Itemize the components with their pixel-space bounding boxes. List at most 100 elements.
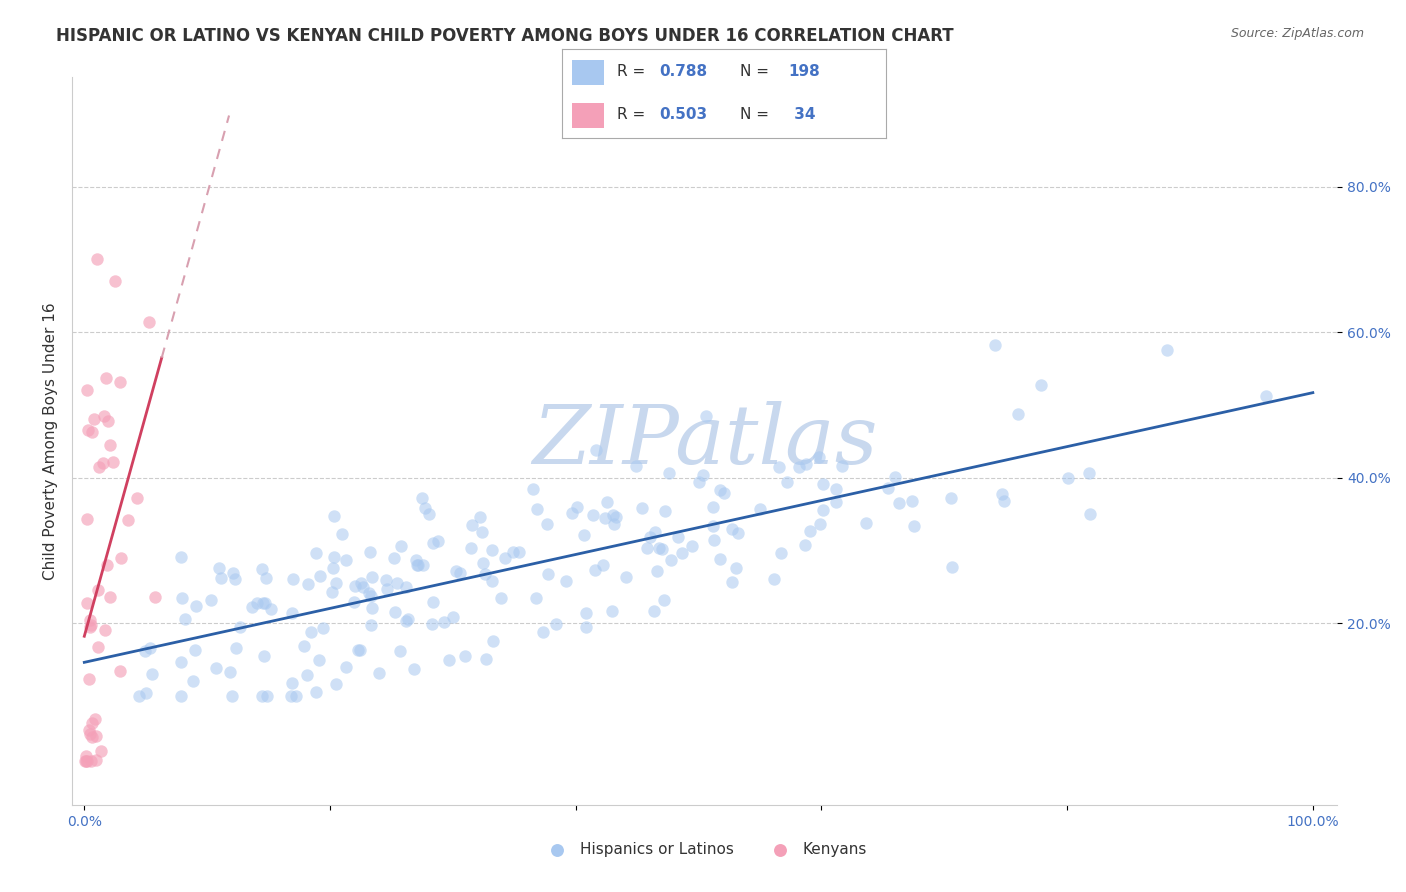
Point bbox=[90, 744, 112, 758]
Point bbox=[643, 604, 665, 618]
Point bbox=[76, 384, 98, 398]
Y-axis label: Child Poverty Among Boys Under 16: Child Poverty Among Boys Under 16 bbox=[44, 302, 58, 580]
Point bbox=[437, 653, 460, 667]
Point bbox=[787, 460, 810, 475]
Point bbox=[135, 686, 157, 700]
Point bbox=[141, 666, 163, 681]
Point bbox=[134, 644, 156, 658]
Point bbox=[405, 552, 427, 566]
Point bbox=[638, 530, 661, 544]
Point bbox=[404, 662, 426, 676]
Point bbox=[385, 576, 408, 591]
Point bbox=[422, 595, 444, 609]
Point bbox=[524, 591, 547, 605]
Point bbox=[630, 501, 652, 516]
Point bbox=[256, 689, 278, 703]
Point bbox=[221, 689, 243, 703]
Point bbox=[93, 409, 115, 423]
Point bbox=[128, 689, 150, 703]
Point bbox=[252, 562, 274, 576]
Point bbox=[420, 616, 443, 631]
Point bbox=[396, 612, 419, 626]
Point bbox=[375, 582, 398, 597]
Point bbox=[794, 457, 817, 471]
Point bbox=[666, 530, 689, 544]
Point bbox=[583, 563, 606, 577]
Point bbox=[86, 252, 108, 267]
Point bbox=[181, 673, 204, 688]
Point bbox=[600, 603, 623, 617]
Point bbox=[537, 566, 560, 581]
Point bbox=[831, 459, 853, 474]
Point bbox=[79, 727, 101, 741]
Point bbox=[79, 723, 101, 737]
Point bbox=[104, 274, 127, 288]
Point bbox=[225, 640, 247, 655]
Point bbox=[1156, 343, 1178, 357]
Point bbox=[281, 607, 304, 621]
Point bbox=[575, 620, 598, 634]
Point bbox=[76, 596, 98, 610]
Point bbox=[671, 545, 693, 559]
Point bbox=[654, 592, 676, 607]
Point bbox=[219, 665, 242, 679]
Point bbox=[825, 495, 848, 509]
Point bbox=[389, 539, 412, 553]
Point bbox=[79, 613, 101, 627]
Point bbox=[824, 482, 846, 496]
Point bbox=[322, 549, 344, 564]
Point bbox=[813, 476, 835, 491]
Text: N =: N = bbox=[741, 64, 775, 78]
Point bbox=[127, 491, 149, 506]
Point bbox=[359, 545, 381, 559]
Point bbox=[522, 482, 544, 496]
Point bbox=[98, 438, 121, 452]
Point bbox=[713, 486, 735, 500]
Point bbox=[887, 496, 910, 510]
Point bbox=[877, 481, 900, 495]
Point bbox=[941, 560, 963, 574]
Point bbox=[454, 649, 477, 664]
Point bbox=[508, 545, 530, 559]
Point bbox=[222, 566, 245, 581]
Point bbox=[76, 511, 98, 525]
Point bbox=[1078, 508, 1101, 522]
Point bbox=[98, 590, 121, 604]
Point bbox=[359, 585, 381, 599]
Point bbox=[75, 748, 97, 763]
Point bbox=[395, 614, 418, 628]
Point bbox=[80, 425, 103, 439]
Point bbox=[575, 606, 598, 620]
Point bbox=[574, 528, 596, 542]
Point bbox=[344, 579, 367, 593]
Point bbox=[1029, 377, 1052, 392]
Point bbox=[593, 511, 616, 525]
Point bbox=[361, 600, 384, 615]
Point bbox=[651, 542, 673, 557]
Point bbox=[382, 551, 405, 566]
Point bbox=[360, 617, 382, 632]
Point bbox=[117, 512, 139, 526]
Point bbox=[108, 665, 131, 679]
Point bbox=[87, 640, 110, 655]
Point bbox=[406, 558, 429, 573]
Point bbox=[695, 409, 717, 424]
Point bbox=[605, 509, 627, 524]
Point bbox=[1007, 407, 1029, 421]
Point bbox=[769, 546, 792, 560]
Point bbox=[280, 689, 302, 703]
Point bbox=[475, 652, 498, 666]
Point bbox=[254, 596, 277, 610]
Point bbox=[87, 582, 110, 597]
Point bbox=[83, 412, 105, 426]
Point bbox=[335, 552, 357, 566]
Point bbox=[170, 689, 193, 703]
Point bbox=[347, 643, 370, 657]
Point bbox=[173, 612, 195, 626]
Point bbox=[375, 573, 398, 587]
Point bbox=[411, 491, 433, 506]
Point bbox=[305, 685, 328, 699]
Point bbox=[941, 491, 963, 505]
Point bbox=[143, 591, 166, 605]
Point bbox=[325, 575, 347, 590]
